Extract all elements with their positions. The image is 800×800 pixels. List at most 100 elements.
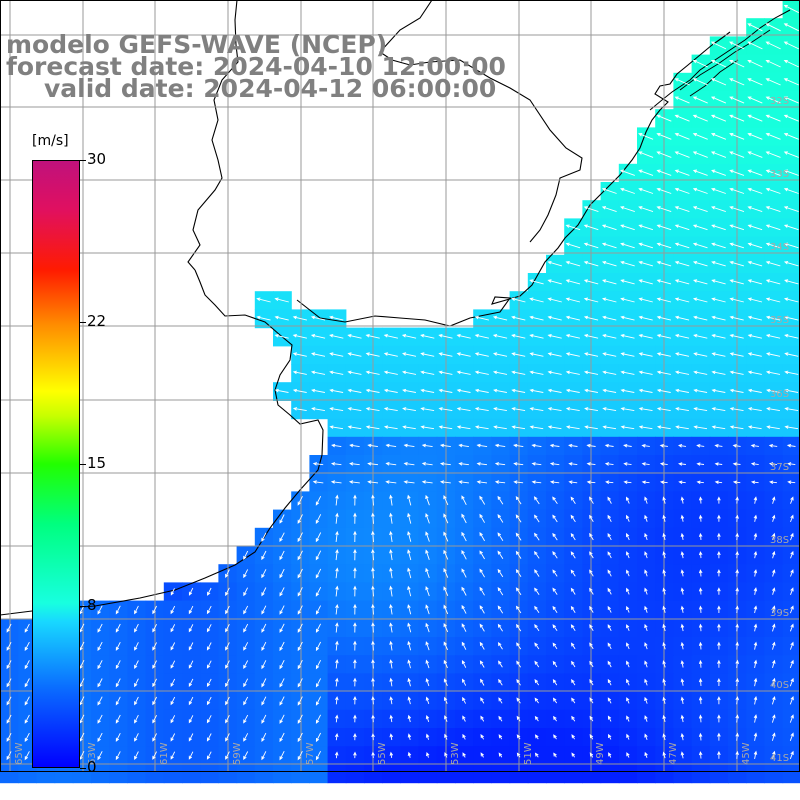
wind-arrow xyxy=(206,624,212,633)
wind-arrow xyxy=(479,568,485,578)
wind-arrow xyxy=(711,187,726,194)
wind-arrow xyxy=(711,352,726,357)
valid-date: valid date: 2024-04-12 06:00:00 xyxy=(44,74,497,103)
wind-arrow xyxy=(479,660,485,668)
wind-arrow xyxy=(732,480,741,484)
wind-arrow xyxy=(243,550,249,561)
wind-arrow xyxy=(607,605,612,613)
wind-arrow xyxy=(462,696,466,704)
wind-arrow xyxy=(315,732,322,743)
wind-arrow xyxy=(698,678,703,686)
wind-arrow xyxy=(134,660,139,670)
wind-arrow xyxy=(97,641,103,652)
wind-arrow xyxy=(206,696,212,706)
wind-arrow xyxy=(570,587,576,595)
wind-arrow xyxy=(680,532,685,540)
wind-speed-cell xyxy=(218,764,238,784)
wind-arrow xyxy=(529,407,544,412)
wind-arrow xyxy=(565,388,580,393)
wind-arrow xyxy=(279,714,285,724)
wind-arrow xyxy=(698,551,703,559)
wind-arrow xyxy=(626,624,630,631)
wind-arrow xyxy=(729,352,744,357)
wind-arrow xyxy=(553,734,557,740)
wind-arrow xyxy=(439,480,451,484)
wind-arrow xyxy=(602,334,617,339)
wind-arrow xyxy=(638,352,653,357)
wind-arrow xyxy=(347,334,362,339)
wind-arrow xyxy=(589,624,594,632)
wind-arrow xyxy=(425,641,430,651)
wind-arrow xyxy=(765,59,781,68)
wind-arrow xyxy=(656,407,671,412)
wind-arrow xyxy=(765,315,781,321)
wind-arrow xyxy=(680,696,685,704)
wind-arrow xyxy=(753,587,758,595)
wind-arrow xyxy=(789,659,794,669)
wind-arrow xyxy=(753,714,758,723)
wind-arrow xyxy=(711,224,726,231)
wind-arrow xyxy=(461,549,467,560)
wind-arrow xyxy=(552,514,558,523)
wind-arrow xyxy=(365,370,380,375)
wind-arrow xyxy=(479,605,485,614)
wind-arrow xyxy=(371,696,375,705)
wind-arrow xyxy=(714,443,723,448)
wind-arrow xyxy=(765,41,781,50)
wind-arrow xyxy=(225,751,230,760)
wind-arrow xyxy=(717,569,721,577)
wind-arrow xyxy=(310,370,326,375)
wind-arrow xyxy=(789,677,794,687)
wind-arrow xyxy=(438,407,453,412)
wind-arrow xyxy=(765,78,781,86)
wind-arrow xyxy=(765,224,781,231)
wind-arrow xyxy=(717,732,721,741)
wind-arrow xyxy=(607,642,612,650)
wind-arrow xyxy=(513,443,524,448)
wind-arrow xyxy=(571,715,576,722)
wind-arrow xyxy=(261,569,267,579)
wind-arrow xyxy=(711,260,726,267)
wind-arrow xyxy=(443,531,449,542)
wind-arrow xyxy=(534,569,540,577)
wind-arrow xyxy=(349,443,360,448)
longitude-label: 57W xyxy=(305,742,316,765)
wind-arrow xyxy=(674,151,690,158)
wind-arrow xyxy=(680,496,685,504)
wind-arrow xyxy=(279,623,285,633)
wind-arrow xyxy=(784,279,799,285)
wind-arrow xyxy=(407,696,412,705)
wind-arrow xyxy=(674,78,690,86)
wind-arrow xyxy=(315,641,322,652)
wind-arrow xyxy=(456,352,471,357)
wind-arrow xyxy=(371,548,375,561)
wind-arrow xyxy=(402,352,417,357)
wind-arrow xyxy=(678,443,687,448)
wind-arrow xyxy=(735,550,739,559)
colorbar-tick-label: 22 xyxy=(87,312,107,331)
wind-arrow xyxy=(353,585,357,597)
wind-arrow xyxy=(771,550,776,559)
wind-speed-cell xyxy=(18,764,37,784)
wind-arrow xyxy=(680,751,685,759)
wind-arrow xyxy=(674,224,690,231)
wind-arrow xyxy=(97,714,103,724)
wind-arrow xyxy=(692,114,708,122)
wind-arrow xyxy=(789,605,794,614)
wind-arrow xyxy=(747,206,763,213)
wind-arrow xyxy=(389,640,393,651)
wind-arrow xyxy=(769,480,777,484)
wind-arrow xyxy=(710,41,727,50)
wind-arrow xyxy=(747,425,762,430)
wind-arrow xyxy=(389,585,393,597)
wind-arrow xyxy=(371,512,375,524)
wind-arrow xyxy=(515,569,522,577)
latitude-labels: 32S 33S 34S 35S 36S 37S 38S 39S 40S 41S xyxy=(770,96,789,764)
wind-arrow xyxy=(571,660,576,668)
wind-arrow xyxy=(698,587,703,595)
wind-arrow xyxy=(729,41,745,50)
wind-arrow xyxy=(443,604,449,615)
wind-arrow xyxy=(717,623,721,632)
wind-arrow xyxy=(698,751,703,759)
wind-arrow xyxy=(510,297,526,303)
